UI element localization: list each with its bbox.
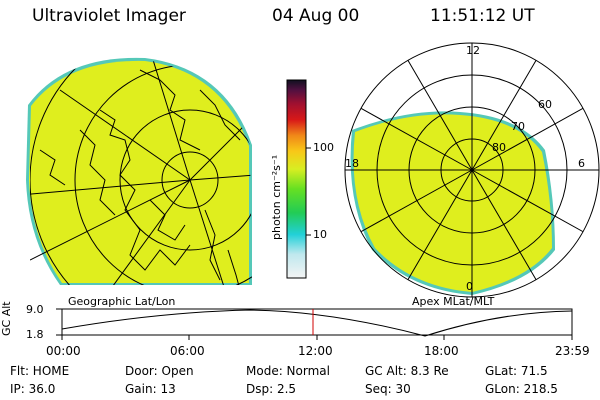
apex-image-panel [344, 42, 600, 298]
orbit-plot [56, 308, 573, 340]
info-ip: IP: 36.0 [10, 382, 56, 396]
info-gc-alt: GC Alt: 8.3 Re [365, 364, 449, 378]
orbit-x-tick: 23:59 [555, 344, 590, 358]
colorbar-unit-label: photon cm⁻²s⁻¹ [270, 154, 283, 240]
info-glon: GLon: 218.5 [485, 382, 558, 396]
mlat-60-label: 60 [538, 98, 552, 111]
info-flt: Flt: HOME [10, 364, 70, 378]
orbit-y-min: 1.8 [26, 328, 44, 341]
apex-panel-caption: Apex MLat/MLT [412, 295, 495, 308]
mlt-0-label: 0 [466, 280, 473, 293]
app-title: Ultraviolet Imager [32, 6, 186, 26]
mlat-70-label: 70 [511, 120, 525, 133]
info-dsp: Dsp: 2.5 [246, 382, 297, 396]
orbit-x-tick: 18:00 [424, 344, 459, 358]
mlt-12-label: 12 [466, 44, 480, 57]
geo-panel-caption: Geographic Lat/Lon [68, 295, 176, 308]
orbit-x-tick: 06:00 [170, 344, 205, 358]
orbit-x-tick: 00:00 [46, 344, 81, 358]
info-seq: Seq: 30 [365, 382, 411, 396]
orbit-y-max: 9.0 [26, 303, 44, 316]
time-label: 11:51:12 UT [430, 6, 535, 26]
colorbar [286, 79, 311, 279]
colorbar-tick-100: 100 [313, 141, 334, 154]
info-door: Door: Open [125, 364, 194, 378]
info-mode: Mode: Normal [246, 364, 330, 378]
mlt-18-label: 18 [345, 157, 359, 170]
date-label: 04 Aug 00 [272, 6, 360, 26]
orbit-axis-label: GC Alt [0, 301, 13, 336]
mlt-6-label: 6 [578, 157, 585, 170]
orbit-x-tick: 12:00 [298, 344, 333, 358]
info-glat: GLat: 71.5 [485, 364, 548, 378]
info-gain: Gain: 13 [125, 382, 176, 396]
mlat-80-label: 80 [492, 141, 506, 154]
colorbar-tick-10: 10 [313, 228, 327, 241]
